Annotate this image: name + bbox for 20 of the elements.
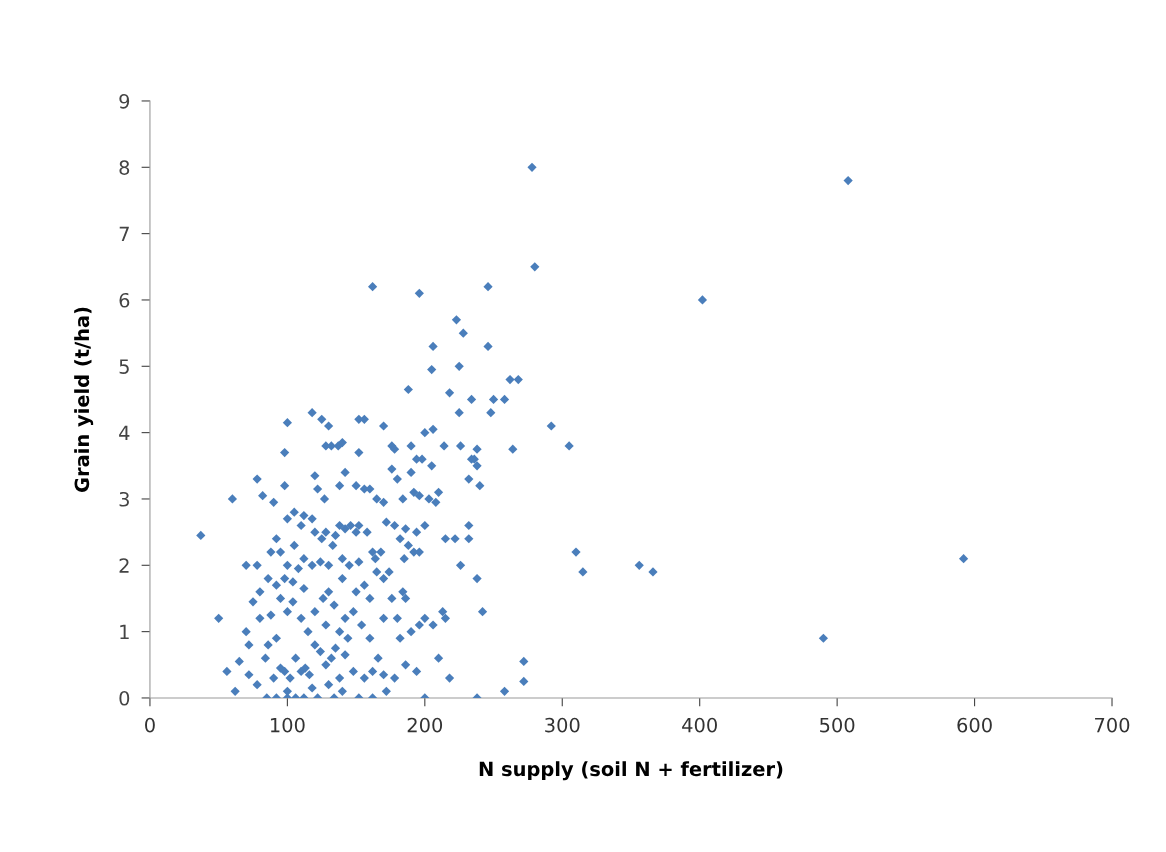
y-tick-label: 9	[119, 93, 130, 109]
x-tick-label: 700	[1095, 717, 1130, 733]
x-tick-label: 600	[957, 717, 992, 733]
y-tick-label: 7	[119, 226, 129, 242]
x-tick-label: 400	[682, 717, 717, 733]
y-axis-title: Grain yield (t/ha)	[74, 307, 94, 492]
y-tick-label: 1	[120, 624, 129, 640]
x-tick-label: 500	[820, 717, 855, 733]
x-axis-title: N supply (soil N + fertilizer)	[479, 761, 783, 781]
x-tick-label: 0	[145, 717, 155, 733]
y-tick-label: 6	[119, 292, 130, 308]
y-tick-label: 5	[119, 359, 129, 374]
x-tick-label: 100	[270, 717, 305, 733]
y-tick-label: 0	[119, 690, 130, 706]
y-tick-label: 2	[119, 558, 129, 573]
x-tick-label: 300	[545, 717, 580, 733]
x-tick-label: 200	[407, 717, 443, 733]
y-tick-label: 8	[119, 160, 130, 175]
y-tick-label: 3	[119, 491, 129, 507]
y-tick-label: 4	[119, 425, 130, 441]
